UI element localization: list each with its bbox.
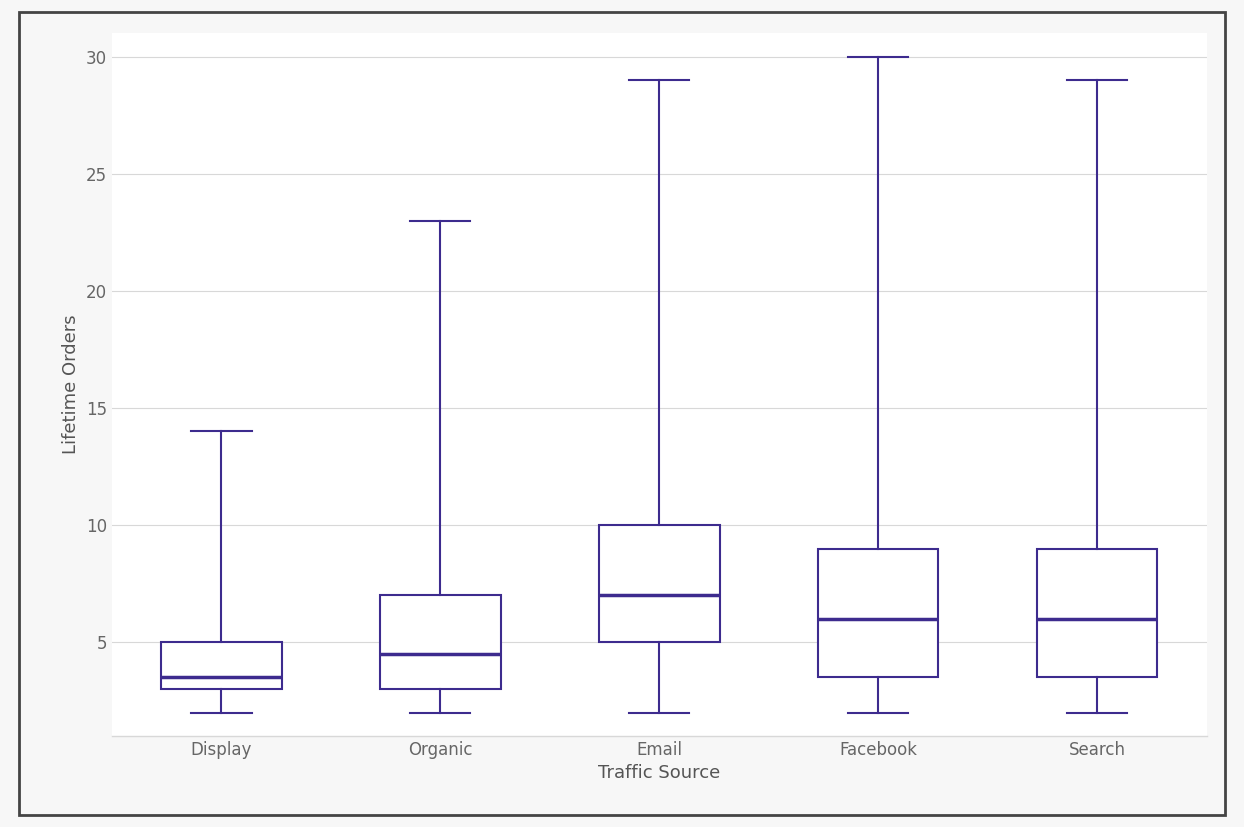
PathPatch shape	[819, 548, 938, 677]
PathPatch shape	[162, 643, 281, 689]
PathPatch shape	[600, 525, 719, 643]
X-axis label: Traffic Source: Traffic Source	[598, 764, 720, 782]
PathPatch shape	[1037, 548, 1157, 677]
Y-axis label: Lifetime Orders: Lifetime Orders	[62, 315, 81, 454]
PathPatch shape	[381, 595, 500, 689]
